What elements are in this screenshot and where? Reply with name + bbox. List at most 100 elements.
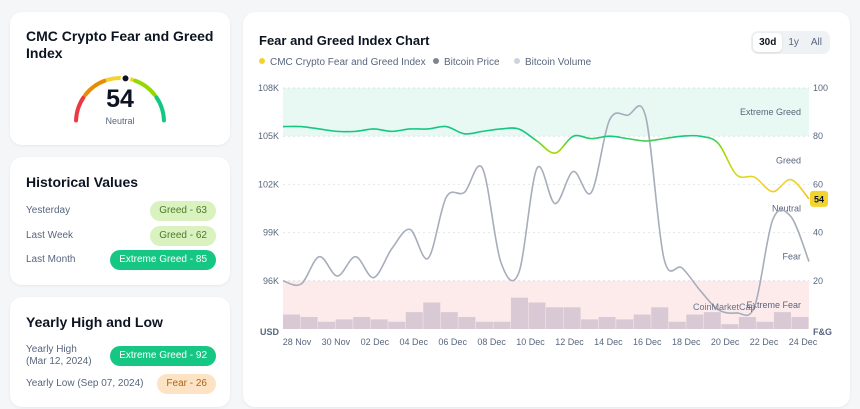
volume-bar [756, 321, 774, 329]
bitcoin-price-line [282, 104, 810, 317]
x-tick-label: 20 Dec [711, 337, 740, 347]
gauge-title: CMC Crypto Fear and Greed Index [26, 28, 214, 61]
volume-bar [686, 314, 704, 329]
volume-bar [475, 321, 493, 329]
volume-bar [528, 302, 546, 329]
legend-label: Bitcoin Volume [525, 57, 592, 68]
y-right-tick-label: 100 [813, 83, 828, 93]
volume-bar [318, 321, 336, 329]
volume-bar [546, 307, 564, 329]
y-right-tick-label: 80 [813, 131, 823, 141]
yearly-low-label: Yearly Low (Sep 07, 2024) [26, 378, 144, 389]
zone-label: Greed [776, 155, 801, 165]
volume-bar [616, 319, 634, 329]
volume-bar [388, 321, 406, 329]
current-value-label: 54 [814, 194, 824, 204]
range-tabs: 30d 1y All [751, 31, 830, 54]
yearly-high-text: Yearly High [26, 344, 77, 355]
y-left-tick-label: 105K [258, 131, 279, 141]
history-row-label: Yesterday [26, 205, 71, 216]
x-tick-label: 12 Dec [555, 337, 584, 347]
fear-greed-line [282, 125, 810, 200]
legend-label: CMC Crypto Fear and Greed Index [270, 57, 426, 68]
tab-1y[interactable]: 1y [788, 37, 799, 48]
zone-label: Fear [782, 252, 801, 262]
gauge-segment [74, 95, 86, 123]
y-right-tick-label: 60 [813, 179, 823, 189]
y-left-axis-label: USD [260, 327, 280, 337]
current-value-badge [810, 190, 828, 207]
yearly-high-badge: Extreme Greed - 92 [110, 346, 216, 366]
gauge-segment [105, 76, 135, 82]
volume-bar [791, 316, 809, 329]
volume-bar [283, 314, 301, 329]
x-tick-label: 24 Dec [789, 337, 818, 347]
history-badge: Extreme Greed - 85 [110, 250, 216, 270]
x-tick-label: 06 Dec [438, 337, 467, 347]
x-tick-label: 02 Dec [361, 337, 390, 347]
volume-bar [440, 312, 458, 329]
gauge-segment [83, 78, 107, 97]
x-tick-label: 04 Dec [400, 337, 429, 347]
volume-bar [721, 324, 739, 329]
volume-bar [581, 319, 599, 329]
y-left-tick-label: 102K [258, 179, 279, 189]
gauge-segment [133, 78, 157, 97]
history-badge: Greed - 62 [150, 226, 216, 246]
fear-greed-gauge-card: CMC Crypto Fear and Greed Index 54 Neutr… [10, 12, 230, 145]
zone-label: Extreme Fear [746, 300, 801, 310]
yearly-title: Yearly High and Low [26, 314, 163, 330]
volume-bar [651, 307, 669, 329]
y-right-axis-label: F&G [813, 327, 832, 337]
y-left-tick-label: 99K [263, 228, 279, 238]
volume-bar [335, 319, 353, 329]
legend-bitcoin-price[interactable]: Bitcoin Price [433, 57, 500, 68]
y-left-tick-label: 96K [263, 276, 279, 286]
gauge-segment [154, 95, 166, 123]
x-tick-label: 10 Dec [516, 337, 545, 347]
tab-all[interactable]: All [810, 37, 822, 48]
volume-bar [405, 312, 423, 329]
volume-bar [563, 307, 581, 329]
history-row-label: Last Week [26, 230, 74, 241]
fear-greed-chart: Extreme Greed Greed Neutral Fear Extreme Fea… [258, 83, 832, 347]
x-tick-label: 28 Nov [283, 337, 312, 347]
volume-bar [300, 316, 318, 329]
yearly-low-row: Yearly Low (Sep 07, 2024) Fear - 26 [26, 374, 216, 394]
legend-fear-greed[interactable]: CMC Crypto Fear and Greed Index [259, 57, 426, 68]
x-tick-label: 14 Dec [594, 337, 623, 347]
volume-bar [370, 319, 388, 329]
volume-bar [493, 321, 511, 329]
x-tick-label: 18 Dec [672, 337, 701, 347]
zone-label: Neutral [772, 204, 801, 214]
yearly-high-low-card: Yearly High and Low Yearly High (Mar 12,… [10, 297, 230, 407]
gauge-value: 54 [106, 85, 134, 113]
volume-bar [668, 321, 686, 329]
volume-bar [423, 302, 441, 329]
gauge-dial [74, 73, 166, 123]
y-right-tick-label: 40 [813, 228, 823, 238]
history-row-yesterday: Yesterday Greed - 63 [26, 201, 216, 221]
yearly-high-label: Yearly High (Mar 12, 2024) [26, 344, 92, 368]
legend-dot-icon [433, 58, 439, 64]
history-row-last-week: Last Week Greed - 62 [26, 226, 216, 246]
volume-bar [598, 316, 616, 329]
legend-bitcoin-volume[interactable]: Bitcoin Volume [514, 57, 591, 68]
zone-band [283, 88, 809, 137]
fear-greed-chart-card: Extreme Greed Greed Neutral Fear Extreme Fea… [243, 12, 850, 407]
volume-bar [510, 297, 528, 329]
volume-bar [703, 312, 721, 329]
x-tick-label: 16 Dec [633, 337, 662, 347]
volume-bar [458, 316, 476, 329]
yearly-high-row: Yearly High (Mar 12, 2024) Extreme Greed… [26, 344, 216, 370]
history-row-last-month: Last Month Extreme Greed - 85 [26, 250, 216, 270]
tab-30d[interactable]: 30d [753, 33, 783, 52]
x-tick-label: 22 Dec [750, 337, 779, 347]
historical-values-card: Historical Values Yesterday Greed - 63 L… [10, 157, 230, 285]
historical-values-title: Historical Values [26, 174, 139, 190]
gauge-sentiment-label: Neutral [105, 116, 135, 126]
legend-dot-icon [514, 58, 520, 64]
yearly-high-date: (Mar 12, 2024) [26, 356, 92, 367]
history-row-label: Last Month [26, 254, 76, 265]
x-tick-label: 08 Dec [477, 337, 506, 347]
